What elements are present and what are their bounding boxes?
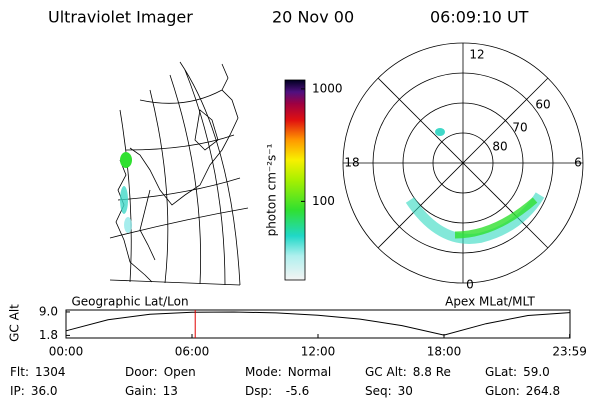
status-value: 30 — [398, 384, 413, 398]
aurora-oval — [405, 128, 545, 244]
status-label: GLat: — [485, 365, 517, 379]
color-bar-tick-label: 100 — [312, 194, 335, 208]
color-bar-label: photon cm⁻²s⁻¹ — [265, 143, 279, 236]
x-tick-label: 12:00 — [301, 345, 336, 359]
x-tick-label: 06:00 — [175, 345, 210, 359]
color-bar-tick-label: 1000 — [312, 81, 343, 95]
x-tick-label: 23:59 — [552, 345, 587, 359]
mlt-label: 0 — [466, 278, 474, 292]
status: Flt: 1304 Door: Open Mode: Normal GC Alt: 8.8 R… — [10, 365, 560, 398]
status-label: Dsp: — [245, 384, 272, 398]
polar-label: Apex MLat/MLT — [445, 295, 535, 309]
status-label: Mode: — [245, 365, 282, 379]
status-value: 36.0 — [31, 384, 58, 398]
status-field: Mode: Normal — [245, 365, 331, 379]
status-value: 8.8 Re — [413, 365, 451, 379]
status-label: Seq: — [365, 384, 392, 398]
mlt-label: 6 — [574, 156, 582, 170]
status-value: Normal — [288, 365, 331, 379]
color-bar-ticks: 100 1000 — [301, 81, 343, 208]
mlat-label: 80 — [492, 140, 507, 154]
status-value: 264.8 — [526, 384, 560, 398]
status-field: Door: Open — [125, 365, 196, 379]
mlat-label: 70 — [512, 121, 527, 135]
status-label: Door: — [125, 365, 158, 379]
status-label: Flt: — [10, 365, 29, 379]
status-value: Open — [164, 365, 196, 379]
instrument: Ultraviolet Imager — [48, 8, 193, 27]
time: 06:09:10 UT — [430, 8, 529, 27]
date: 20 Nov 00 — [272, 8, 354, 27]
status-field: Seq: 30 — [365, 384, 413, 398]
geo-map — [109, 61, 249, 286]
status-field: Dsp: -5.6 — [245, 384, 309, 398]
mlt-label: 12 — [469, 48, 484, 62]
status-field: GC Alt: 8.8 Re — [365, 365, 451, 379]
x-tick-label: 00:00 — [49, 345, 84, 359]
status-label: Gain: — [125, 384, 157, 398]
status-label: GC Alt: — [365, 365, 407, 379]
status-label: IP: — [10, 384, 25, 398]
timeline-y-label: GC Alt — [8, 304, 22, 342]
status-value: 59.0 — [523, 365, 550, 379]
color-bar — [284, 79, 306, 281]
y-tick-label: 9.0 — [39, 304, 58, 318]
status-field: IP: 36.0 — [10, 384, 58, 398]
geo-label: Geographic Lat/Lon — [71, 295, 188, 309]
mlt-label: 18 — [344, 156, 359, 170]
status-value: -5.6 — [278, 384, 309, 398]
status-value: 1304 — [35, 365, 66, 379]
altitude-curve — [65, 311, 570, 336]
status-field: GLat: 59.0 — [485, 365, 550, 379]
status-field: Flt: 1304 — [10, 365, 66, 379]
status-field: Gain: 13 — [125, 384, 178, 398]
status-field: GLon: 264.8 — [485, 384, 560, 398]
polar-grid — [342, 42, 584, 284]
y-tick-label: 1.8 — [39, 328, 58, 342]
timeline-frame — [65, 309, 571, 339]
x-tick-label: 18:00 — [427, 345, 462, 359]
status-value: 13 — [163, 384, 178, 398]
status-label: GLon: — [485, 384, 520, 398]
mlat-label: 60 — [535, 98, 550, 112]
